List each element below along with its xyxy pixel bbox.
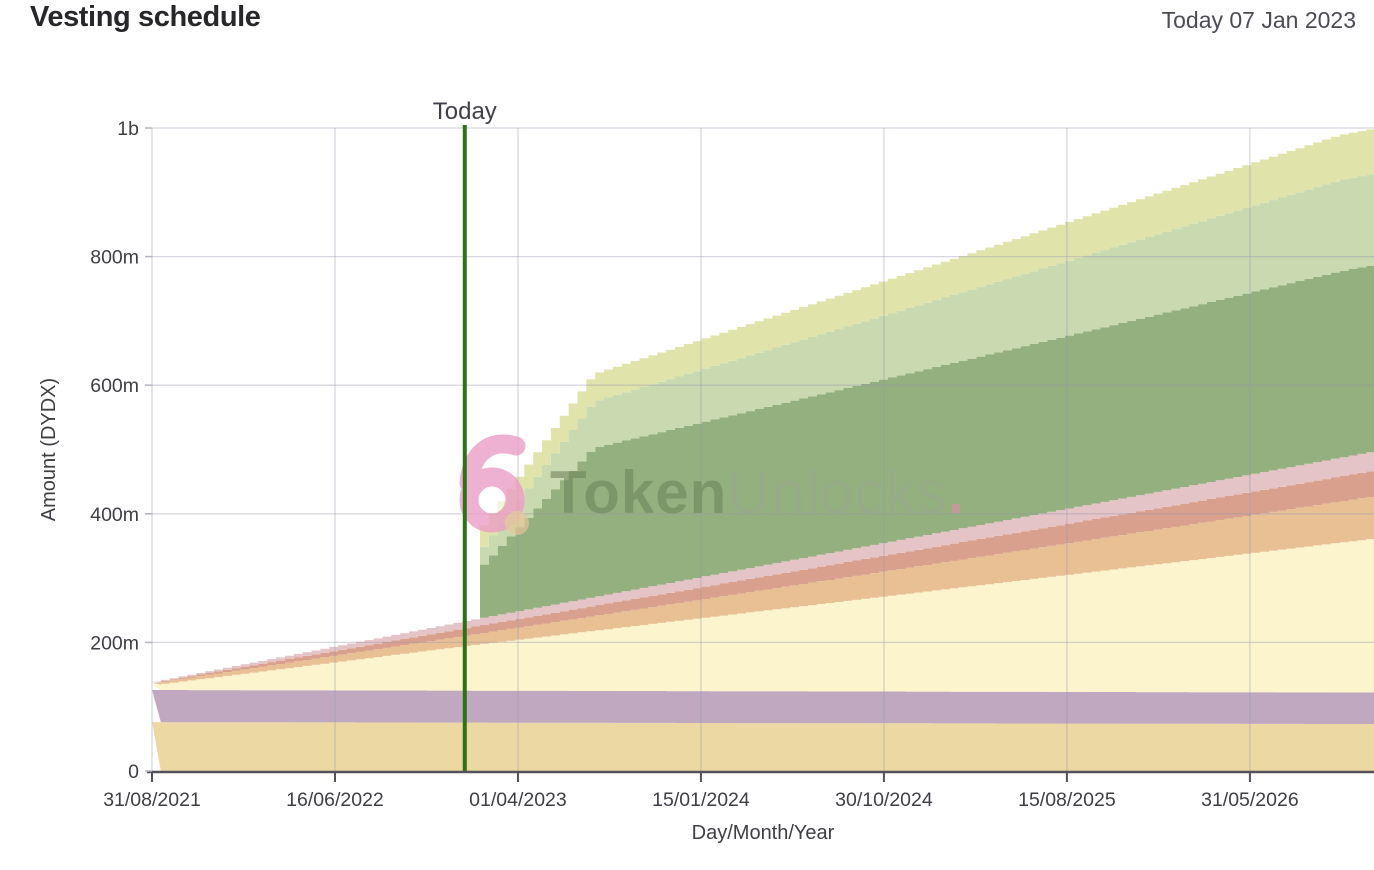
x-tick-label: 15/01/2024	[652, 789, 750, 811]
today-line-label: Today	[433, 98, 497, 125]
y-tick-label: 200m	[90, 632, 139, 654]
area-band-salmon	[152, 471, 1374, 683]
lock-hole	[479, 487, 505, 513]
y-tick-label: 800m	[90, 247, 139, 269]
area-band-tan	[152, 722, 1374, 771]
today-marker: Today	[433, 98, 497, 771]
tokenunlocks-watermark-text: TokenUnlocks.	[550, 459, 965, 526]
y-tick-label: 0	[128, 761, 139, 783]
area-band-pale-green	[152, 174, 1374, 682]
plot-area[interactable]	[152, 128, 1374, 771]
x-tick-label: 30/10/2024	[835, 789, 933, 811]
stacked-area-bands	[152, 129, 1374, 771]
y-axis: 0 200m 400m 600m 800m 1b Amount (DYDX)	[38, 118, 152, 783]
x-axis: 31/08/2021 16/06/2022 01/04/2023 15/01/2024…	[103, 770, 1374, 844]
lock-body	[459, 467, 525, 533]
area-band-green	[152, 265, 1374, 682]
area-band-orange	[152, 497, 1374, 685]
tokenunlocks-lock-logo	[459, 434, 529, 535]
x-tick-label: 16/06/2022	[286, 789, 384, 811]
y-tick-label: 400m	[90, 504, 139, 526]
tokenunlocks-watermark: TokenUnlocks.	[459, 434, 965, 535]
x-tick-label: 31/05/2026	[1201, 789, 1299, 811]
lock-shackle	[459, 434, 526, 493]
today-date-label: Today 07 Jan 2023	[1161, 7, 1356, 33]
x-tick-label: 01/04/2023	[469, 789, 567, 811]
area-band-olive	[152, 129, 1374, 682]
y-tick-label: 600m	[90, 375, 139, 397]
x-tick-label: 15/08/2025	[1018, 789, 1116, 811]
x-tick-label: 31/08/2021	[103, 789, 201, 811]
area-band-pink	[152, 452, 1374, 683]
page-title: Vesting schedule	[30, 1, 261, 33]
lock-dot	[505, 511, 529, 535]
area-band-pale-yellow	[152, 539, 1374, 693]
y-tick-label: 1b	[117, 118, 139, 140]
x-axis-title: Day/Month/Year	[692, 822, 835, 844]
area-band-purple	[152, 690, 1374, 724]
y-axis-title: Amount (DYDX)	[38, 378, 60, 521]
grid-lines	[151, 127, 1374, 771]
